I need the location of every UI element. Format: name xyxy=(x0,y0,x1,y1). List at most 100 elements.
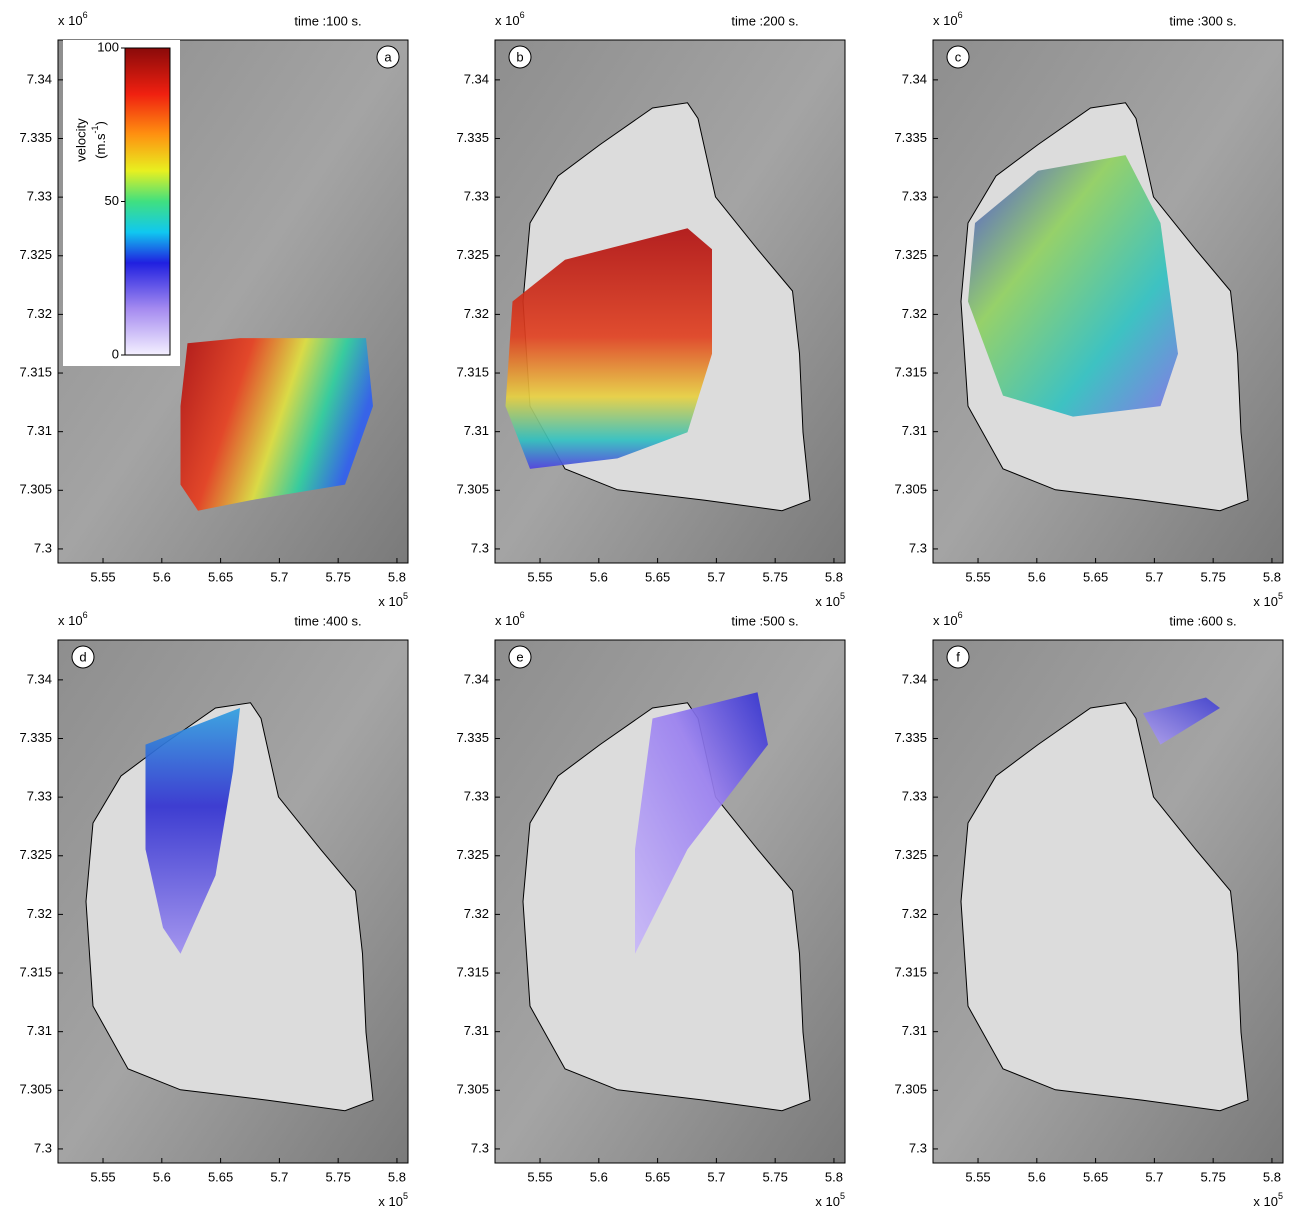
x-tick-label: 5.55 xyxy=(527,1169,552,1184)
axis-multiplier: x 106 xyxy=(495,10,525,28)
y-tick-label: 7.335 xyxy=(456,730,489,745)
y-tick-label: 7.335 xyxy=(19,730,52,745)
y-tick-label: 7.325 xyxy=(456,847,489,862)
y-tick-label: 7.315 xyxy=(456,364,489,379)
y-tick-label: 7.315 xyxy=(456,964,489,979)
y-tick-label: 7.31 xyxy=(902,423,927,438)
y-tick-label: 7.335 xyxy=(19,130,52,145)
colorbar xyxy=(124,47,171,356)
y-tick-label: 7.33 xyxy=(464,789,489,804)
y-tick-label: 7.32 xyxy=(27,906,52,921)
frame xyxy=(57,639,409,1164)
panel-label: c xyxy=(955,49,962,64)
panel-label-circle xyxy=(508,645,532,669)
multiplier-base: x 10 xyxy=(1253,1194,1278,1209)
x-tick-label: 5.8 xyxy=(1263,1169,1281,1184)
y-tick-label: 7.31 xyxy=(27,1023,52,1038)
multiplier-base: x 10 xyxy=(378,594,403,609)
y-tick-label: 7.305 xyxy=(894,1082,927,1097)
x-tick-label: 5.7 xyxy=(1145,569,1163,584)
colorbar-tick-label: 0 xyxy=(112,346,119,361)
y-tick-label: 7.33 xyxy=(27,189,52,204)
flow xyxy=(505,228,712,469)
x-tick-label: 5.8 xyxy=(825,569,843,584)
colorbar-units: (m.s-1) xyxy=(90,121,108,159)
multiplier-exponent: 6 xyxy=(958,610,963,620)
y-tick-label: 7.32 xyxy=(464,306,489,321)
y-tick-label: 7.305 xyxy=(19,482,52,497)
axis-multiplier: x 105 xyxy=(1253,591,1283,609)
colorbar-unit-part: (m.s xyxy=(93,133,108,159)
y-tick-label: 7.3 xyxy=(909,540,927,555)
panel-label: f xyxy=(956,649,960,664)
y-tick-label: 7.315 xyxy=(19,964,52,979)
multiplier-exponent: 6 xyxy=(83,10,88,20)
y-tick-label: 7.32 xyxy=(27,306,52,321)
axis-multiplier: x 105 xyxy=(378,591,408,609)
axis-multiplier: x 106 xyxy=(495,610,525,628)
map-panel: 5.55 5.6 5.65 5.7 5.75 5.8 7.3 7.305 7.31 7.315 7.… xyxy=(456,10,846,609)
x-tick-label: 5.6 xyxy=(153,569,171,584)
x-tick-label: 5.75 xyxy=(1201,569,1226,584)
frame xyxy=(932,39,1284,564)
flow xyxy=(145,708,240,954)
y-tick-label: 7.33 xyxy=(27,789,52,804)
x-tick-label: 5.8 xyxy=(1263,569,1281,584)
axis-multiplier: x 106 xyxy=(933,10,963,28)
y-tick-label: 7.315 xyxy=(19,364,52,379)
y-tick-label: 7.32 xyxy=(902,906,927,921)
x-tick-label: 5.75 xyxy=(763,569,788,584)
x-tick-label: 5.6 xyxy=(590,569,608,584)
y-tick-label: 7.34 xyxy=(902,671,927,686)
y-tick-label: 7.335 xyxy=(456,130,489,145)
x-tick-label: 5.75 xyxy=(326,569,351,584)
y-tick-label: 7.31 xyxy=(902,1023,927,1038)
y-tick-label: 7.3 xyxy=(34,540,52,555)
frame xyxy=(932,639,1284,1164)
x-tick-label: 5.6 xyxy=(1028,1169,1046,1184)
panel-title: time :600 s. xyxy=(1169,613,1236,628)
colorbar-tick-label: 100 xyxy=(97,39,119,54)
deposit xyxy=(960,702,1249,1112)
y-tick-label: 7.3 xyxy=(471,540,489,555)
x-tick-label: 5.6 xyxy=(1028,569,1046,584)
multiplier-base: x 10 xyxy=(815,594,840,609)
colorbar-unit-part: -1 xyxy=(90,126,100,134)
x-tick-label: 5.6 xyxy=(153,1169,171,1184)
x-tick-label: 5.65 xyxy=(208,1169,233,1184)
y-tick-label: 7.34 xyxy=(902,71,927,86)
x-tick-label: 5.7 xyxy=(270,569,288,584)
x-tick-label: 5.8 xyxy=(388,1169,406,1184)
multiplier-base: x 10 xyxy=(1253,594,1278,609)
multiplier-exponent: 5 xyxy=(840,591,845,601)
x-tick-label: 5.65 xyxy=(1083,569,1108,584)
y-tick-label: 7.325 xyxy=(19,847,52,862)
y-tick-label: 7.325 xyxy=(894,847,927,862)
y-tick-label: 7.325 xyxy=(894,247,927,262)
y-tick-label: 7.325 xyxy=(456,247,489,262)
y-tick-label: 7.31 xyxy=(27,423,52,438)
panel-label-circle xyxy=(946,45,970,69)
y-tick-label: 7.34 xyxy=(27,671,52,686)
y-tick-label: 7.3 xyxy=(34,1140,52,1155)
y-tick-label: 7.34 xyxy=(464,671,489,686)
y-tick-label: 7.33 xyxy=(902,189,927,204)
panel-label: d xyxy=(79,649,86,664)
x-tick-label: 5.75 xyxy=(763,1169,788,1184)
multiplier-base: x 10 xyxy=(378,1194,403,1209)
map-panel: 5.55 5.6 5.65 5.7 5.75 5.8 7.3 7.305 7.31 7.315 7.… xyxy=(19,10,409,609)
y-tick-label: 7.305 xyxy=(456,482,489,497)
panel-title: time :500 s. xyxy=(731,613,798,628)
y-tick-label: 7.33 xyxy=(902,789,927,804)
multiplier-base: x 10 xyxy=(495,613,520,628)
axis-multiplier: x 105 xyxy=(815,591,845,609)
multiplier-exponent: 5 xyxy=(403,1191,408,1201)
y-tick-label: 7.32 xyxy=(902,306,927,321)
multiplier-base: x 10 xyxy=(495,13,520,28)
frame xyxy=(494,39,846,564)
y-tick-label: 7.325 xyxy=(19,247,52,262)
multiplier-exponent: 6 xyxy=(520,10,525,20)
x-tick-label: 5.7 xyxy=(707,569,725,584)
flow xyxy=(968,155,1178,417)
x-tick-label: 5.65 xyxy=(1083,1169,1108,1184)
